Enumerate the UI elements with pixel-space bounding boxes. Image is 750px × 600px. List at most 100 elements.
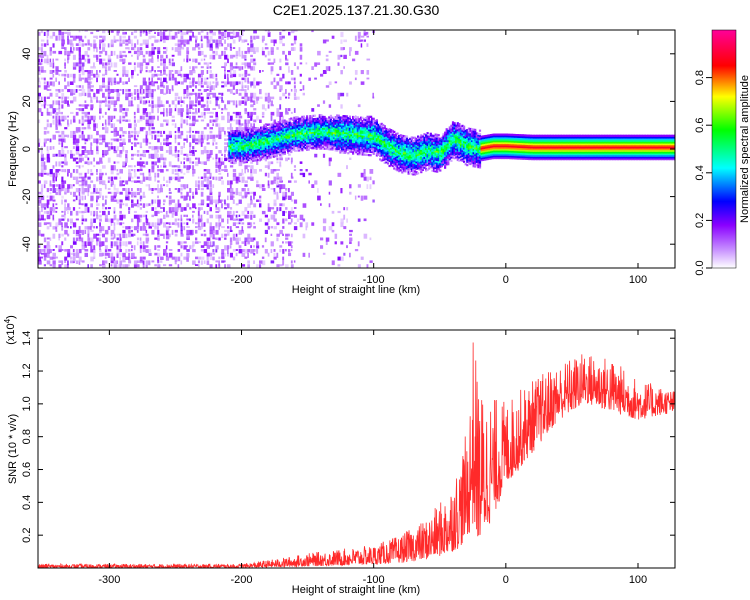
spectrogram-cell — [261, 138, 264, 141]
spectrogram-cell — [339, 151, 342, 154]
spectrogram-cell — [171, 85, 174, 91]
spectrogram-cell — [139, 188, 142, 193]
spectrogram-cell — [224, 150, 227, 153]
spectrogram-cell — [311, 184, 315, 188]
spectrogram-cell — [206, 92, 211, 97]
spectrogram-cell — [136, 104, 140, 108]
spectrogram-cell — [96, 100, 99, 103]
spectrogram-cell — [61, 241, 64, 246]
spectrogram-cell — [282, 256, 285, 261]
spectrogram-cell — [52, 62, 55, 68]
spectrogram-cell — [148, 226, 152, 229]
spectrogram-cell — [186, 92, 190, 97]
spectrogram-cell — [336, 144, 339, 147]
spectrogram-cell — [366, 148, 369, 151]
spectrogram-cell — [279, 58, 282, 63]
spectrogram-cell — [119, 119, 122, 124]
spectrogram-cell — [315, 121, 318, 124]
spectrogram-cell — [180, 39, 184, 45]
spectrogram-cell — [296, 139, 299, 142]
spectrogram-cell — [288, 92, 291, 96]
spectrogram-cell — [209, 30, 213, 33]
spectrogram-cell — [236, 146, 239, 149]
spectrogram-cell — [110, 245, 113, 249]
spectrogram-cell — [131, 70, 134, 76]
spectrogram-cell — [312, 126, 315, 129]
spectrogram-cell — [160, 157, 164, 161]
spectrogram-cell — [275, 148, 279, 151]
spectrogram-cell — [136, 153, 140, 157]
spectrogram-cell — [195, 150, 197, 152]
spectrogram-cell — [189, 161, 192, 164]
spectrogram-cell — [355, 146, 358, 149]
spectrogram-cell — [116, 96, 120, 102]
spectrogram-cell — [151, 54, 154, 59]
spectrogram-cell — [96, 142, 99, 147]
spectrogram-cell — [200, 92, 203, 95]
spectrogram-cell — [350, 150, 353, 153]
spectrogram-cell — [344, 151, 347, 154]
spectrogram-cell — [52, 176, 55, 181]
spectrogram-cell — [250, 195, 252, 201]
spectrogram-cell — [371, 117, 374, 120]
spectrogram-cell — [291, 130, 294, 133]
spectrogram-cell — [336, 129, 339, 132]
spectrogram-cell — [293, 136, 296, 139]
spectrogram-cell — [192, 47, 196, 51]
spectrogram-cell — [212, 81, 215, 84]
spectrogram-cell — [113, 115, 116, 119]
spectrogram-cell — [87, 104, 90, 107]
spectrogram-cell — [186, 96, 189, 99]
spectrogram-cell — [250, 148, 253, 151]
spectrogram-cell — [180, 35, 184, 40]
spectrogram-cell — [227, 226, 230, 229]
spectrogram-cell — [287, 136, 290, 139]
spectrogram-cell — [125, 188, 128, 193]
spectrogram-cell — [160, 260, 163, 263]
spectrogram-cell — [326, 147, 329, 151]
spectrogram-cell — [96, 130, 99, 136]
spectrogram-cell — [46, 260, 51, 265]
spectrogram-cell — [279, 132, 282, 135]
spectrogram-cell — [315, 131, 318, 134]
spectrogram-cell — [72, 73, 76, 79]
spectrogram-cell — [299, 120, 302, 124]
spectrogram-cell — [277, 136, 280, 139]
spectrogram-cell — [160, 81, 164, 87]
spectrogram-cell — [359, 144, 363, 148]
spectrogram-cell — [38, 138, 41, 143]
spectrogram-cell — [317, 62, 321, 65]
spectrogram-cell — [250, 43, 254, 48]
spectrogram-cell — [364, 143, 367, 146]
spectrogram-cell — [186, 85, 189, 90]
spectrogram-cell — [195, 43, 199, 48]
spectrogram-cell — [247, 155, 250, 158]
spectrogram-cell — [328, 104, 332, 108]
spectrogram-cell — [93, 39, 96, 43]
spectrogram-cell — [119, 58, 123, 62]
spectrogram-cell — [282, 131, 285, 134]
spectrogram-cell — [157, 73, 161, 76]
spectrogram-cell — [221, 169, 225, 172]
spectrogram-cell — [244, 92, 248, 97]
spectrogram-cell — [340, 133, 344, 136]
spectrogram-cell — [231, 133, 234, 136]
spectrogram-cell — [241, 143, 244, 146]
spectrogram-cell — [318, 130, 321, 134]
spectrogram-cell — [228, 159, 231, 163]
spectrogram-cell — [110, 241, 113, 246]
spectrogram-cell — [96, 191, 100, 194]
spectrogram-cell — [183, 77, 187, 83]
spectrogram-cell — [96, 233, 100, 236]
spectrogram-cell — [275, 129, 279, 132]
spectrogram-cell — [128, 89, 131, 92]
spectrogram-cell — [242, 136, 245, 139]
spectrogram-cell — [266, 157, 269, 160]
spectrogram-cell — [64, 260, 67, 263]
spectrogram-cell — [268, 143, 271, 146]
spectrogram-cell — [110, 237, 114, 240]
spectrogram-cell — [268, 128, 271, 131]
spectrogram-cell — [349, 233, 352, 236]
spectrogram-cell — [107, 62, 111, 66]
spectrogram-cell — [64, 73, 67, 77]
